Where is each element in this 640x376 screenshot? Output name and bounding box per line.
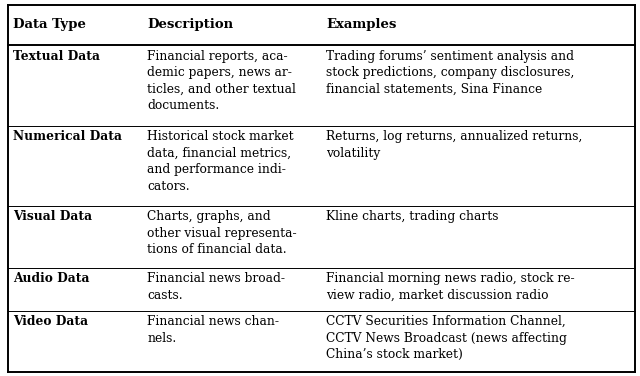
Text: Description: Description <box>147 18 234 31</box>
Text: Historical stock market
data, financial metrics,
and performance indi-
cators.: Historical stock market data, financial … <box>147 130 294 193</box>
Text: Financial morning news radio, stock re-
view radio, market discussion radio: Financial morning news radio, stock re- … <box>326 272 575 302</box>
Text: Kline charts, trading charts: Kline charts, trading charts <box>326 211 499 223</box>
Text: Numerical Data: Numerical Data <box>13 130 122 143</box>
Text: Audio Data: Audio Data <box>13 272 90 285</box>
Text: Data Type: Data Type <box>13 18 86 31</box>
Text: CCTV Securities Information Channel,
CCTV News Broadcast (news affecting
China’s: CCTV Securities Information Channel, CCT… <box>326 315 567 361</box>
Text: Trading forums’ sentiment analysis and
stock predictions, company disclosures,
f: Trading forums’ sentiment analysis and s… <box>326 50 575 96</box>
Text: Returns, log returns, annualized returns,
volatility: Returns, log returns, annualized returns… <box>326 130 583 159</box>
Text: Visual Data: Visual Data <box>13 211 92 223</box>
Text: Video Data: Video Data <box>13 315 88 328</box>
Text: Financial news chan-
nels.: Financial news chan- nels. <box>147 315 279 344</box>
Text: Examples: Examples <box>326 18 397 31</box>
Text: Textual Data: Textual Data <box>13 50 100 63</box>
Text: Financial news broad-
casts.: Financial news broad- casts. <box>147 272 285 302</box>
Text: Charts, graphs, and
other visual representa-
tions of financial data.: Charts, graphs, and other visual represe… <box>147 211 297 256</box>
Text: Financial reports, aca-
demic papers, news ar-
ticles, and other textual
documen: Financial reports, aca- demic papers, ne… <box>147 50 296 112</box>
